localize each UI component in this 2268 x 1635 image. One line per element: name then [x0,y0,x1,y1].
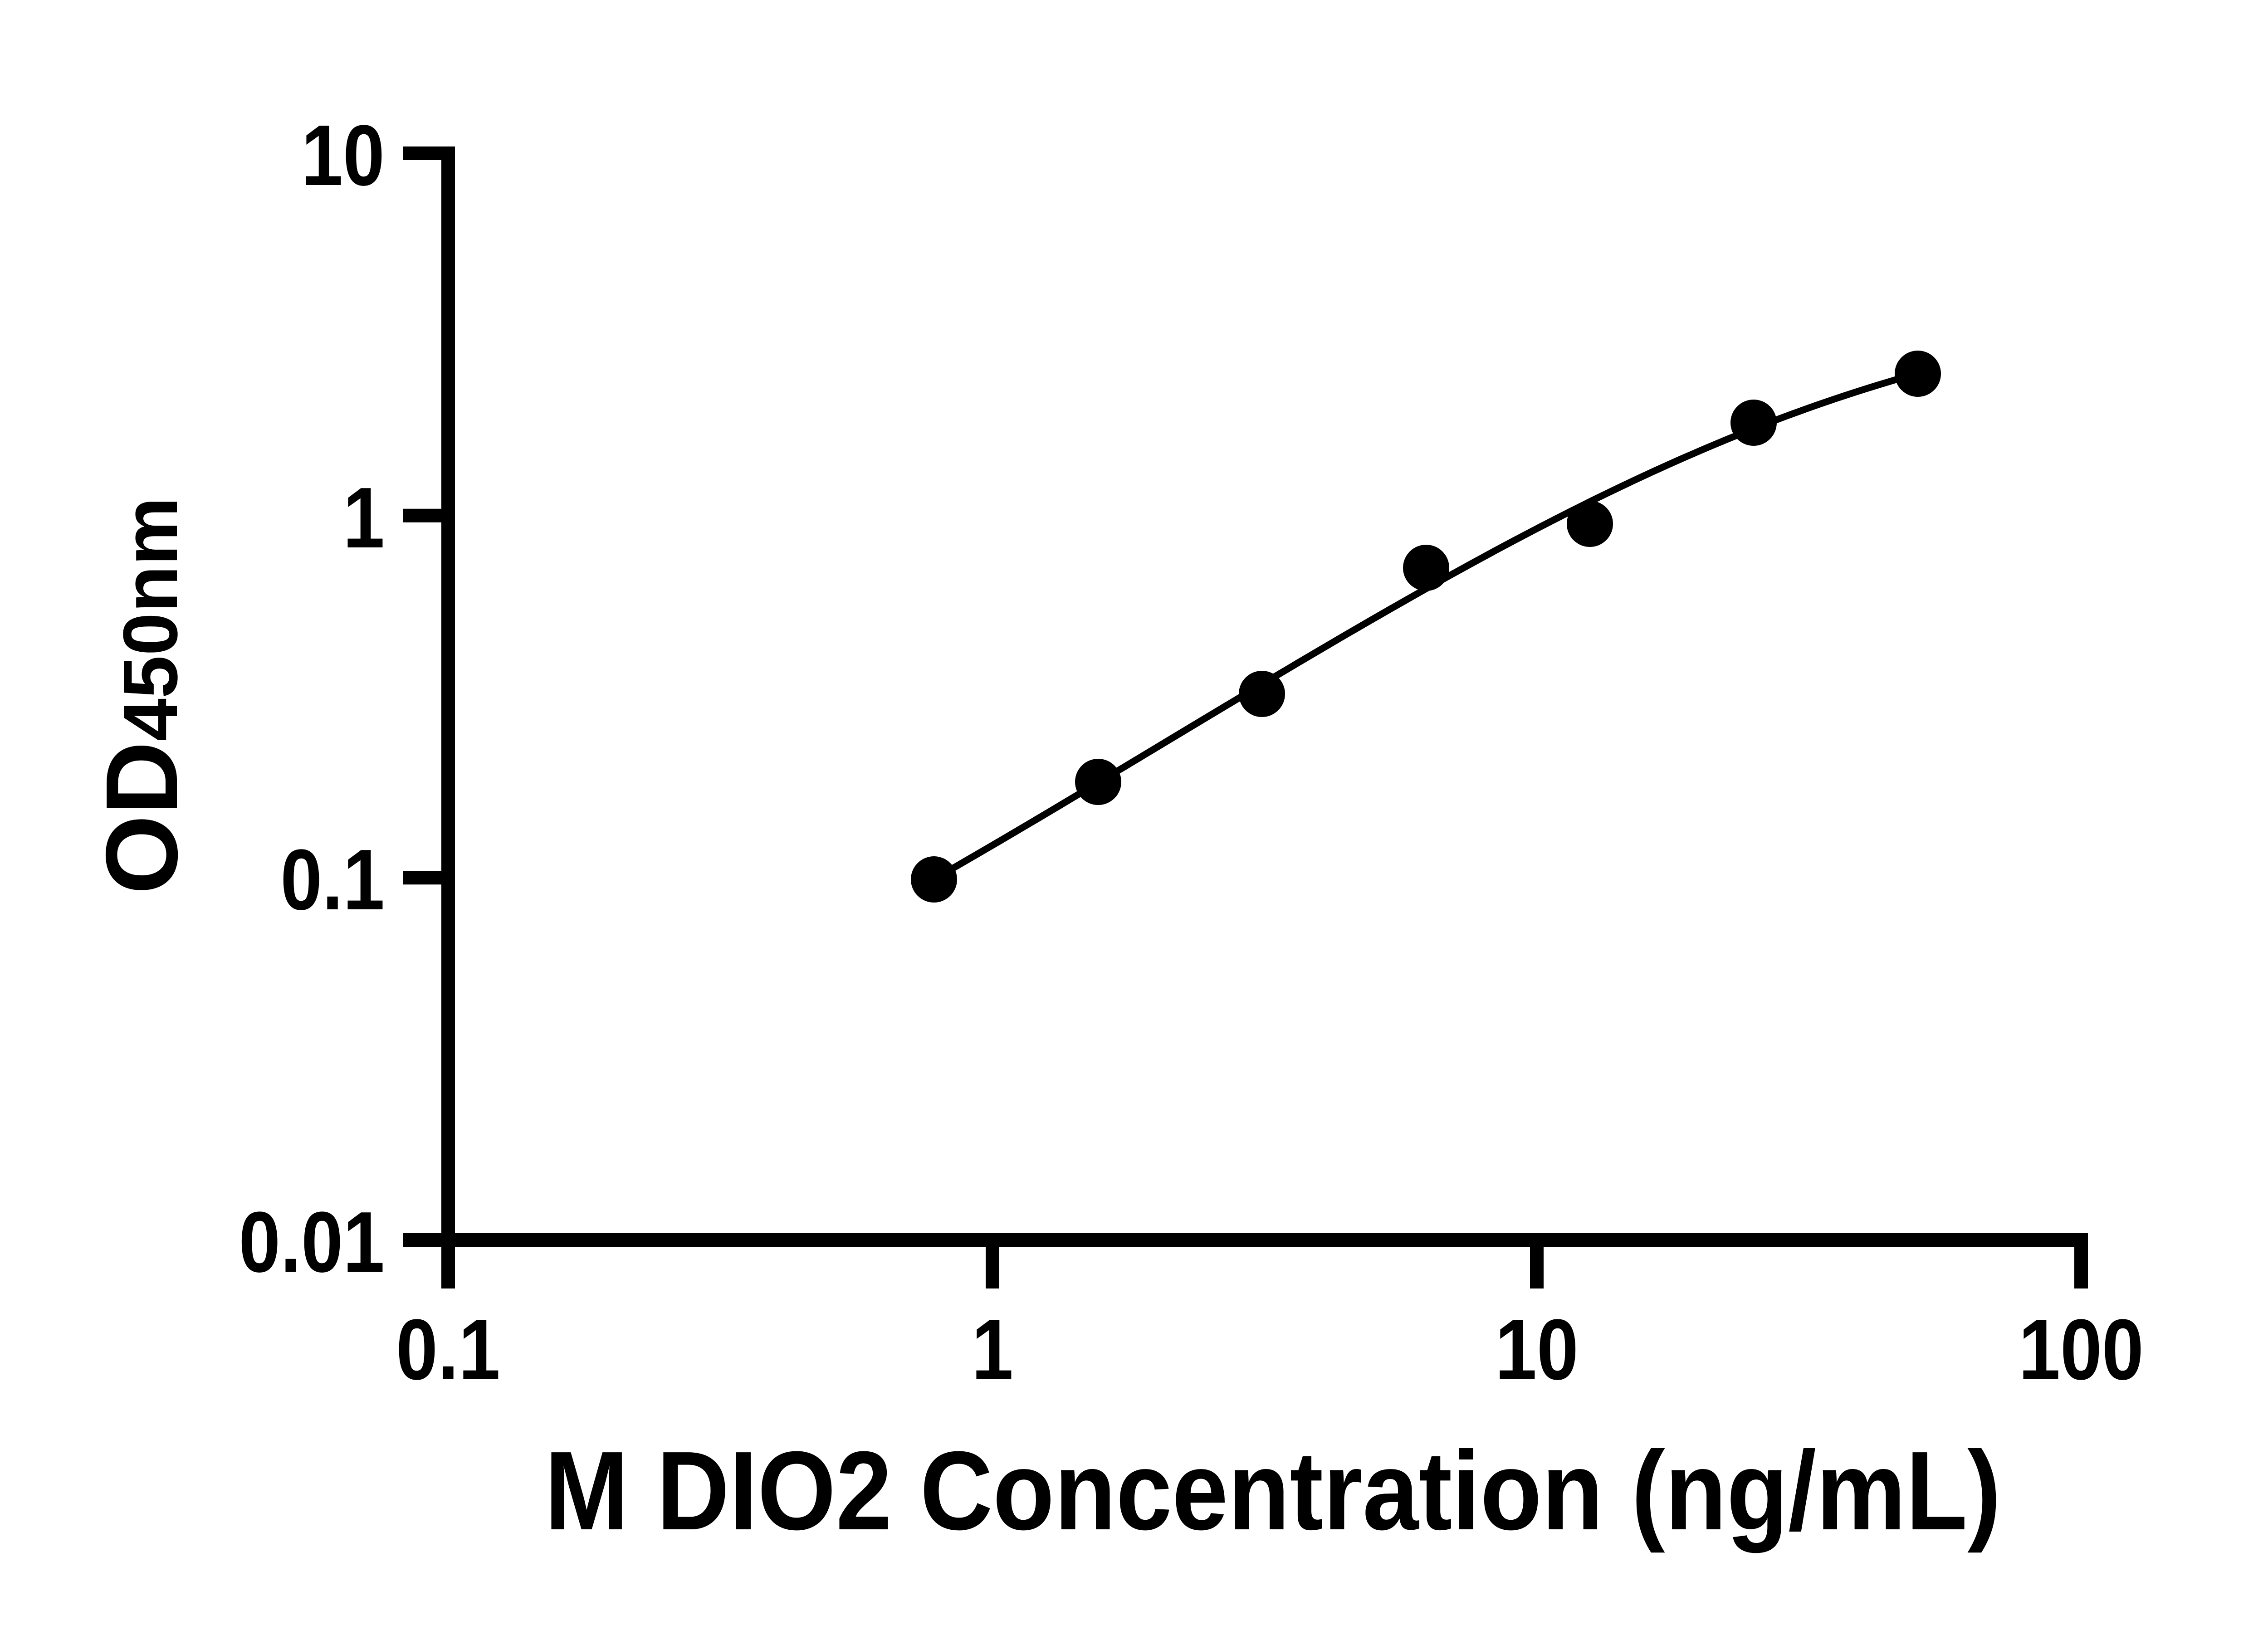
svg-text:1: 1 [343,469,385,566]
svg-text:M DIO2 Concentration (ng/mL): M DIO2 Concentration (ng/mL) [545,1428,2001,1553]
svg-text:OD450nm: OD450nm [84,497,199,894]
svg-text:1: 1 [972,1301,1013,1397]
svg-text:0.1: 0.1 [280,831,385,927]
svg-text:10: 10 [301,107,385,203]
svg-text:100: 100 [2019,1301,2144,1397]
svg-text:0.1: 0.1 [396,1301,500,1397]
svg-text:0.01: 0.01 [239,1194,385,1290]
svg-text:10: 10 [1495,1301,1579,1397]
